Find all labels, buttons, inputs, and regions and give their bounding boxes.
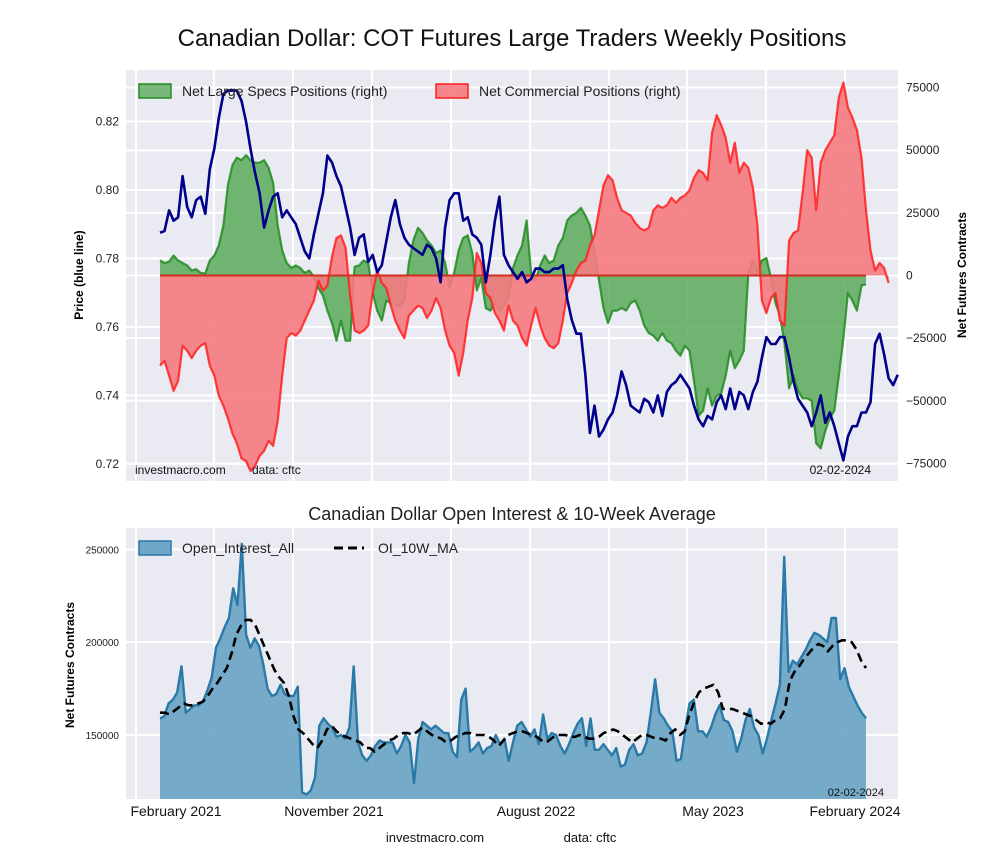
specs-area (160, 155, 866, 449)
date-tick-label: November 2021 (284, 803, 384, 819)
legend-swatch-specs (138, 83, 172, 99)
positions-panel: 0.72 0.74 0.76 0.78 0.80 0.82 −75000 −50000 −25… (72, 70, 969, 481)
oi-tick-label: 150000 (86, 731, 120, 742)
legend-swatch-open-interest (138, 540, 172, 556)
date-tick-label: August 2022 (497, 803, 576, 819)
contracts-axis-ticks: −75000 −50000 −25000 0 25000 50000 75000 (906, 81, 947, 471)
price-tick-label: 0.74 (96, 388, 120, 402)
price-tick-label: 0.78 (96, 251, 120, 265)
contracts-tick-label: 25000 (906, 206, 940, 220)
legend-label-ma: OI_10W_MA (378, 540, 459, 556)
contracts-tick-label: −50000 (906, 394, 947, 408)
date-axis-ticks: February 2021 November 2021 August 2022 May… (130, 803, 900, 819)
open-interest-line (159, 542, 867, 796)
source-annotation: data: cftc (252, 463, 301, 477)
oi-tick-label: 250000 (86, 545, 120, 556)
contracts-tick-label: 0 (906, 269, 913, 283)
main-title: Canadian Dollar: COT Futures Large Trade… (178, 25, 847, 52)
commercial-line (159, 81, 890, 473)
contracts-tick-label: −25000 (906, 331, 947, 345)
oi-date-annotation: 02-02-2024 (828, 787, 884, 799)
price-tick-label: 0.80 (96, 183, 120, 197)
contracts-axis-label: Net Futures Contracts (955, 212, 969, 338)
price-axis-ticks: 0.72 0.74 0.76 0.78 0.80 0.82 (96, 114, 120, 471)
date-annotation: 02-02-2024 (810, 463, 872, 477)
oi-areas (159, 542, 868, 799)
legend-label-specs: Net Large Specs Positions (right) (182, 83, 387, 99)
date-tick-label: May 2023 (682, 803, 744, 819)
legend-label-commercial: Net Commercial Positions (right) (479, 83, 681, 99)
moving-average-line (160, 618, 868, 753)
footer-site: investmacro.com (386, 830, 484, 845)
legend-swatch-commercial (435, 83, 469, 99)
site-annotation: investmacro.com (135, 463, 226, 477)
oi-tick-label: 200000 (86, 638, 120, 649)
oi-axis-ticks: 150000 200000 250000 (86, 545, 120, 742)
date-tick-label: February 2024 (809, 803, 900, 819)
open-interest-panel: 150000 200000 250000 February 2021 November… (63, 528, 901, 819)
contracts-tick-label: 75000 (906, 81, 940, 95)
oi-legend: Open_Interest_All OI_10W_MA (138, 540, 459, 556)
contracts-tick-label: −75000 (906, 456, 947, 470)
date-tick-label: February 2021 (130, 803, 221, 819)
oi-axis-label: Net Futures Contracts (63, 602, 77, 728)
oi-title: Canadian Dollar Open Interest & 10-Week … (308, 504, 716, 524)
contracts-tick-label: 50000 (906, 143, 940, 157)
price-axis-label: Price (blue line) (72, 230, 86, 319)
price-tick-label: 0.72 (96, 457, 120, 471)
legend-label-open-interest: Open_Interest_All (182, 540, 294, 556)
price-tick-label: 0.76 (96, 320, 120, 334)
price-tick-label: 0.82 (96, 114, 120, 128)
positions-lines (159, 89, 899, 462)
price-line (159, 89, 899, 462)
footer-source: data: cftc (564, 830, 617, 845)
open-interest-area (160, 543, 866, 799)
positions-legend: Net Large Specs Positions (right) Net Co… (138, 83, 681, 99)
